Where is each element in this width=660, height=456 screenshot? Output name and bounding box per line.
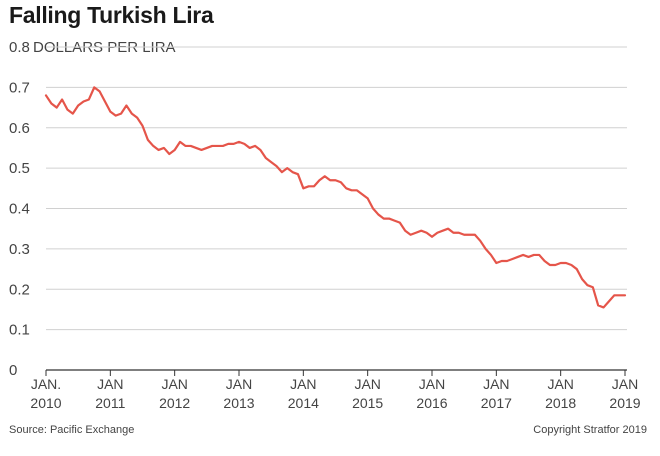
y-tick-label: 0.3	[9, 241, 30, 258]
y-tick-label: 0.6	[9, 120, 30, 137]
x-tick-label: JAN	[547, 376, 573, 392]
x-tick-label: JAN	[483, 376, 509, 392]
x-tick-label: 2017	[481, 395, 512, 411]
x-tick-label: JAN	[226, 376, 252, 392]
x-tick-label: 2012	[159, 395, 190, 411]
series-line	[44, 86, 627, 309]
series-layer	[44, 86, 627, 309]
x-tick-label: 2016	[416, 395, 447, 411]
x-tick-label: 2014	[288, 395, 319, 411]
y-tick-label: 0.8	[9, 39, 30, 56]
copyright-note: Copyright Stratfor 2019	[533, 424, 647, 436]
y-tick-label: 0.2	[9, 281, 30, 298]
y-tick-label: 0.7	[9, 79, 30, 96]
x-tick-label: JAN	[612, 376, 638, 392]
chart-title: Falling Turkish Lira	[9, 2, 214, 28]
x-tick-label: 2013	[223, 395, 254, 411]
x-tick-label: 2019	[609, 395, 640, 411]
y-tick-label: 0.5	[9, 160, 30, 177]
y-tick-label: 0.4	[9, 201, 30, 218]
x-tick-label: JAN	[161, 376, 187, 392]
y-tick-labels: 0 0.1 0.2 0.3 0.4 0.5 0.6 0.7 0.8	[9, 39, 30, 379]
x-tick-label: 2015	[352, 395, 383, 411]
x-tick-label: 2018	[545, 395, 576, 411]
gridlines	[46, 46, 627, 371]
x-tick-label: JAN	[290, 376, 316, 392]
x-tick-label: 2011	[95, 395, 125, 411]
y-tick-label: 0.1	[9, 322, 30, 339]
x-tick-label: JAN.	[31, 376, 61, 392]
source-note: Source: Pacific Exchange	[9, 424, 135, 436]
x-tick-label: JAN	[419, 376, 445, 392]
y-tick-label: 0	[9, 362, 17, 379]
x-tick-label: 2010	[30, 395, 61, 411]
x-tick-labels: JAN. 2010 JAN 2011 JAN 2012 JAN 2013 JAN 2014 JAN 2…	[30, 370, 641, 411]
x-tick-label: JAN	[354, 376, 380, 392]
x-tick-label: JAN	[97, 376, 123, 392]
